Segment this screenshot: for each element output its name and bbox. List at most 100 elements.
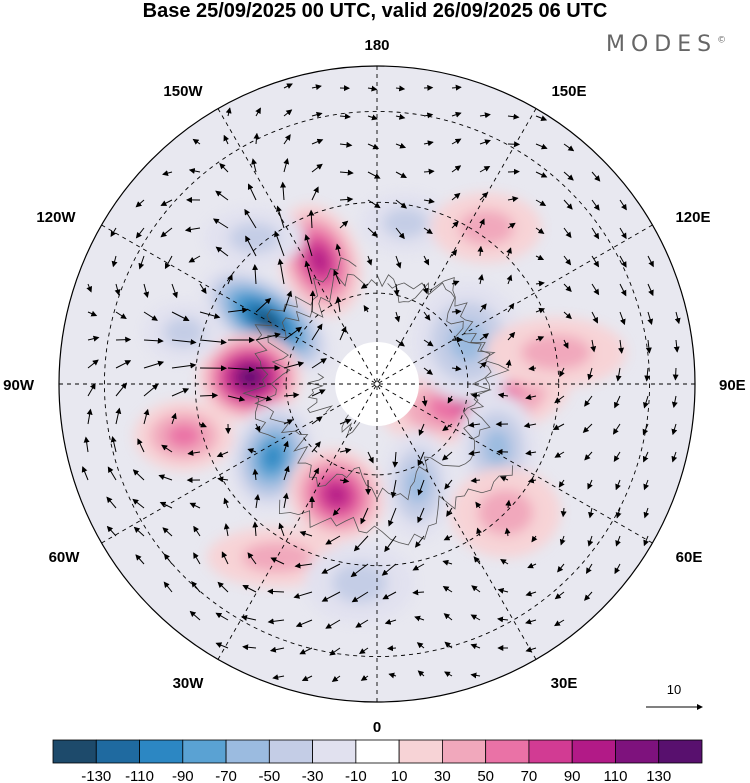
wind-arrow-10 [311, 111, 323, 118]
anomaly-contour-14-1 [332, 563, 388, 604]
wind-arrow-208 [86, 408, 93, 425]
anomaly-contour-13-1 [242, 542, 313, 573]
wind-arrow-297 [299, 530, 313, 537]
wind-arrow-233 [216, 451, 229, 458]
wind-arrow-40 [367, 171, 381, 179]
wind-arrow-359 [242, 644, 257, 651]
wind-arrow-141 [479, 303, 487, 313]
wind-arrow-258 [311, 467, 319, 481]
wind-arrow-335 [351, 591, 369, 603]
wind-arrow-207 [671, 395, 678, 408]
wind-arrow-251 [107, 466, 117, 481]
anomaly-contour-10-1 [458, 210, 514, 246]
lon-label-60e: 60E [676, 549, 703, 566]
wind-arrow-137 [363, 305, 370, 313]
wind-arrow-18 [535, 115, 548, 121]
wind-arrow-155 [255, 332, 281, 341]
colorbar-swatch-8 [398, 739, 443, 764]
wind-arrow-242 [468, 450, 481, 456]
wind-arrow-236 [311, 441, 321, 453]
wind-arrow-336 [382, 591, 397, 600]
colorbar-swatch-5 [268, 739, 314, 764]
wind-arrow-354 [470, 614, 481, 621]
wind-arrow-173 [171, 362, 197, 369]
wind-arrow-205 [614, 395, 621, 409]
wind-arrow-283 [446, 507, 453, 517]
wind-arrow-361 [299, 647, 313, 655]
wind-arrow-69 [160, 227, 173, 238]
wind-arrow-68 [135, 227, 145, 239]
wind-arrow-67 [110, 227, 117, 238]
wind-arrow-41 [395, 171, 407, 178]
wind-arrow-374 [388, 672, 397, 679]
wind-arrow-153 [199, 339, 227, 346]
latitude-circle-2 [103, 110, 651, 658]
wind-arrow-199 [447, 395, 454, 404]
wind-arrow-166 [590, 339, 597, 353]
wind-arrow-175 [227, 366, 255, 373]
wind-arrow-44 [479, 165, 491, 173]
lon-label-90e: 90E [719, 377, 746, 394]
wind-arrow-272 [132, 498, 145, 509]
wind-arrow-277 [282, 492, 289, 509]
colorbar-swatch-2 [139, 739, 184, 764]
wind-arrow-349 [325, 619, 341, 629]
brand-name: MODES [606, 32, 718, 57]
wind-arrow-273 [159, 501, 173, 509]
coastline-4 [307, 373, 333, 413]
wind-arrow-270 [643, 479, 650, 491]
wind-arrow-131 [199, 311, 221, 319]
wind-arrow-317 [321, 563, 341, 574]
wind-arrow-142 [507, 302, 515, 313]
wind-arrow-149 [87, 335, 100, 342]
wind-arrow-109 [171, 283, 178, 299]
wind-arrow-301 [414, 535, 425, 548]
wind-arrow-249 [671, 451, 678, 463]
wind-arrow-371 [301, 675, 313, 682]
wind-arrow-136 [335, 296, 342, 313]
wind-arrow-362 [329, 647, 341, 656]
wind-arrow-281 [388, 507, 397, 527]
coastline-2 [278, 465, 513, 546]
wind-arrow-268 [587, 479, 593, 490]
wind-arrow-321 [442, 559, 453, 566]
wind-arrow-32 [563, 143, 575, 152]
wind-arrow-163 [507, 331, 516, 341]
wind-arrow-7 [225, 107, 232, 117]
wind-arrow-103 [591, 255, 600, 268]
colorbar-label-12: 110 [604, 768, 628, 783]
wind-arrow-113 [277, 258, 285, 285]
wind-arrow-9 [283, 109, 293, 117]
wind-arrow-93 [304, 234, 313, 257]
wind-arrow-216 [311, 416, 323, 425]
wind-arrow-123 [563, 283, 572, 293]
wind-arrow-304 [504, 527, 511, 537]
wind-arrow-167 [618, 339, 625, 354]
wind-arrow-36 [251, 158, 257, 173]
wind-arrow-112 [252, 264, 259, 285]
anomaly-contour-12-2 [167, 424, 201, 448]
wind-arrow-284 [475, 501, 482, 509]
wind-arrow-58 [395, 199, 407, 209]
wind-arrow-346 [241, 615, 257, 621]
wind-arrow-237 [339, 447, 352, 454]
wind-arrow-124 [591, 283, 600, 296]
wind-arrow-84 [591, 227, 600, 240]
wind-arrow-53 [247, 183, 257, 201]
meridian-150 [217, 108, 537, 660]
wind-arrow-201 [497, 392, 509, 399]
wind-arrow-184 [559, 367, 565, 378]
wind-arrow-147 [647, 311, 654, 326]
wind-arrow-299 [353, 535, 369, 552]
anomaly-contour-11-1 [477, 489, 533, 535]
anomaly-contour-15-1 [229, 222, 280, 253]
wind-arrow-262 [417, 479, 425, 496]
colorbar-label-7: 10 [391, 768, 408, 783]
wind-arrow-363 [358, 647, 369, 655]
wind-arrow-279 [332, 507, 341, 516]
wind-arrow-119 [451, 280, 460, 287]
wind-arrow-120 [477, 274, 484, 285]
wind-arrow-220 [468, 421, 481, 428]
wind-arrow-257 [283, 465, 290, 481]
wind-arrow-186 [615, 367, 622, 382]
